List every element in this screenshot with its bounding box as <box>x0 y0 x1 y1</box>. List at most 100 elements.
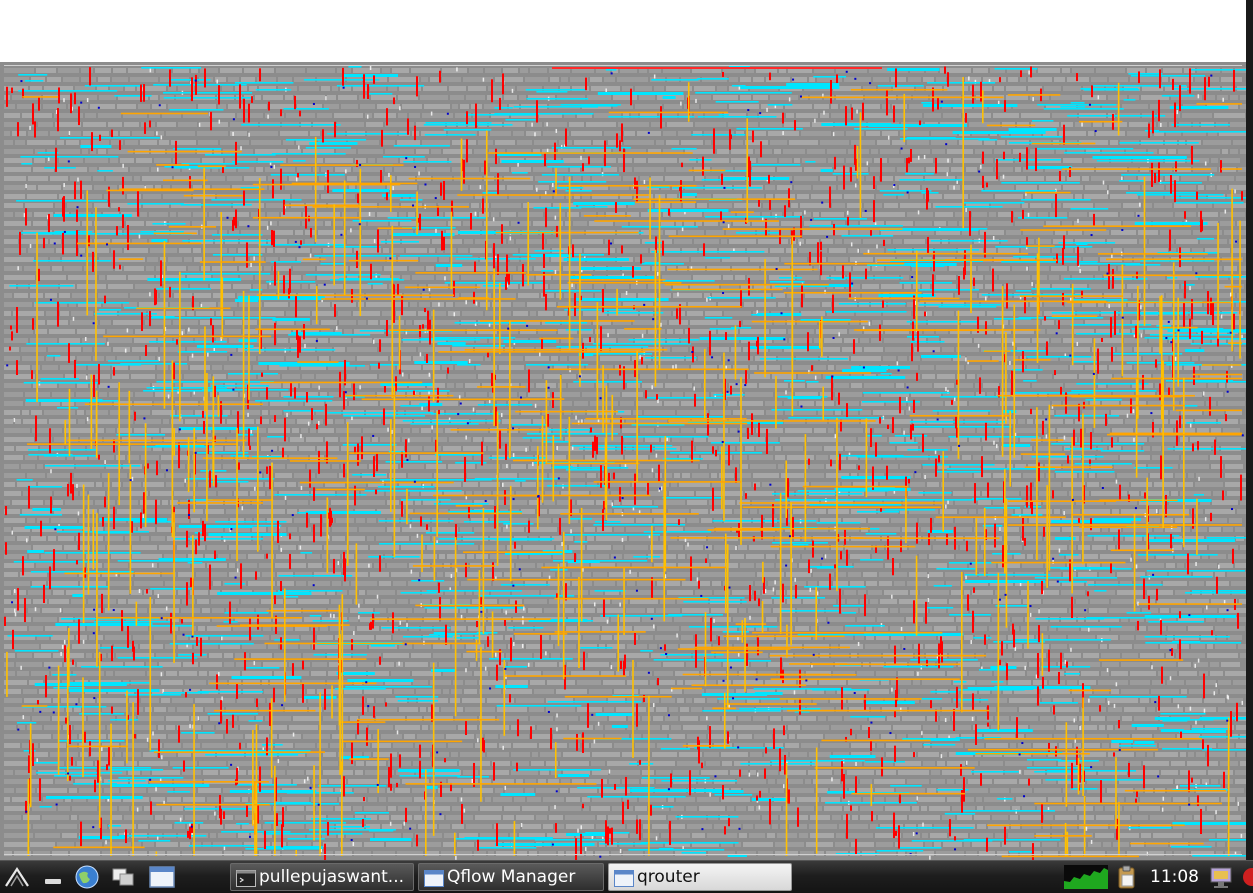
standard-cell <box>678 554 685 559</box>
standard-cell <box>1014 689 1039 694</box>
standard-cell <box>874 779 905 784</box>
standard-cell <box>953 491 980 496</box>
standard-cell <box>916 671 945 676</box>
standard-cell <box>490 554 517 559</box>
standard-cell <box>28 590 51 595</box>
standard-cell <box>828 365 834 370</box>
standard-cell <box>255 95 261 100</box>
standard-cell <box>993 500 1005 505</box>
standard-cell <box>227 437 243 442</box>
standard-cell <box>344 329 352 334</box>
standard-cell <box>1050 635 1066 640</box>
standard-cell <box>1238 707 1246 712</box>
standard-cell <box>367 698 374 703</box>
standard-cell <box>861 320 870 325</box>
standard-cell <box>111 203 141 208</box>
qrouter-layout-window[interactable] <box>0 62 1246 860</box>
standard-cell <box>275 743 293 748</box>
standard-cell <box>140 644 163 649</box>
standard-cell <box>565 176 571 181</box>
standard-cell <box>1121 689 1149 694</box>
standard-cell <box>502 419 531 424</box>
standard-cell <box>255 275 277 280</box>
standard-cell <box>511 446 529 451</box>
standard-cell <box>696 428 716 433</box>
standard-cell <box>1069 266 1098 271</box>
standard-cell <box>713 140 743 145</box>
standard-cell <box>805 446 822 451</box>
standard-cell <box>213 275 238 280</box>
standard-cell <box>150 626 170 631</box>
standard-cell <box>577 284 592 289</box>
standard-cell <box>106 176 132 181</box>
standard-cell <box>739 401 763 406</box>
standard-cell <box>372 743 391 748</box>
standard-cell <box>503 608 526 613</box>
standard-cell <box>584 248 615 253</box>
standard-cell <box>753 77 764 82</box>
standard-cell <box>921 527 931 532</box>
standard-cell <box>975 149 992 154</box>
standard-cell <box>328 365 355 370</box>
standard-cell <box>195 698 214 703</box>
standard-cell <box>676 221 682 226</box>
standard-cell <box>1145 779 1173 784</box>
standard-cell <box>463 788 493 793</box>
standard-cell <box>712 167 733 172</box>
standard-cell <box>911 392 941 397</box>
standard-cell <box>235 653 249 658</box>
standard-cell <box>324 563 340 568</box>
standard-cell <box>583 734 603 739</box>
standard-cell <box>535 626 564 631</box>
standard-cell <box>964 788 988 793</box>
standard-cell <box>1092 545 1106 550</box>
standard-cell <box>321 194 343 199</box>
standard-cell <box>674 617 702 622</box>
routing-layout-canvas[interactable] <box>0 62 1246 860</box>
standard-cell <box>677 410 708 415</box>
standard-cell <box>792 266 812 271</box>
standard-cell <box>53 698 59 703</box>
standard-cell <box>333 221 343 226</box>
standard-cell <box>1237 509 1246 514</box>
standard-cell <box>453 680 463 685</box>
standard-cell <box>467 473 497 478</box>
standard-cell <box>488 608 501 613</box>
standard-cell <box>54 491 78 496</box>
standard-cell <box>808 770 832 775</box>
standard-cell <box>1063 158 1082 163</box>
standard-cell <box>20 572 47 577</box>
standard-cell <box>98 77 110 82</box>
standard-cell <box>148 788 173 793</box>
standard-cell <box>909 509 938 514</box>
standard-cell <box>134 653 154 658</box>
standard-cell <box>617 248 648 253</box>
standard-cell <box>1174 302 1202 307</box>
standard-cell <box>817 77 842 82</box>
standard-cell <box>285 599 296 604</box>
standard-cell <box>596 383 607 388</box>
standard-cell <box>181 608 200 613</box>
standard-cell <box>422 725 428 730</box>
standard-cell <box>391 428 401 433</box>
standard-cell <box>1074 662 1100 667</box>
standard-cell <box>1177 563 1184 568</box>
standard-cell <box>733 221 750 226</box>
standard-cell <box>427 608 458 613</box>
standard-cell <box>484 491 491 496</box>
standard-cell <box>974 338 1001 343</box>
standard-cell <box>79 248 85 253</box>
standard-cell <box>1230 365 1246 370</box>
standard-cell <box>49 329 75 334</box>
standard-cell <box>428 158 447 163</box>
standard-cell <box>21 347 46 352</box>
standard-cell <box>1061 122 1073 127</box>
standard-cell <box>962 644 986 649</box>
standard-cell <box>668 545 683 550</box>
standard-cell <box>988 644 1006 649</box>
standard-cell <box>320 725 336 730</box>
standard-cell <box>485 734 498 739</box>
standard-cell <box>801 131 831 136</box>
standard-cell <box>198 104 216 109</box>
standard-cell <box>1063 338 1092 343</box>
